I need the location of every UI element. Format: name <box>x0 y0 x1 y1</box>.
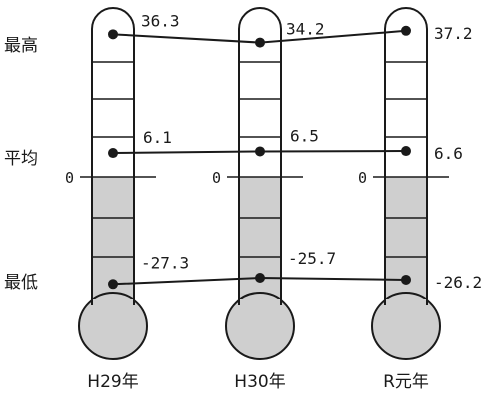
data-point <box>255 146 265 157</box>
tube-fill <box>239 177 281 309</box>
data-label: -25.7 <box>288 249 336 268</box>
data-point <box>401 25 411 36</box>
data-point <box>401 146 411 157</box>
tube-outline <box>238 7 282 305</box>
bulb-neck <box>93 299 133 311</box>
data-label: 37.2 <box>434 24 473 43</box>
row-label-avg: 平均 <box>4 149 38 169</box>
category-label: R元年 <box>383 372 429 392</box>
thermometer-1: 0 <box>65 7 156 360</box>
row-label-max: 最高 <box>4 36 38 56</box>
bulb-neck <box>386 299 426 311</box>
data-point <box>255 37 265 48</box>
category-label: H29年 <box>87 372 138 392</box>
thermometers: 0 0 0 <box>65 7 449 360</box>
tube-outline <box>91 7 135 305</box>
data-label: -27.3 <box>141 253 189 272</box>
zero-label: 0 <box>212 169 221 187</box>
category-labels: H29年 H30年 R元年 <box>87 372 429 392</box>
data-point <box>108 148 118 159</box>
zero-label: 0 <box>358 169 367 187</box>
tube-fill <box>385 177 427 309</box>
thermometer-2: 0 <box>212 7 303 360</box>
data-label: 6.5 <box>290 126 319 145</box>
data-point <box>108 29 118 40</box>
data-label: 36.3 <box>141 11 180 30</box>
tube-outline <box>384 7 428 305</box>
data-point <box>255 273 265 284</box>
bulb-neck <box>240 299 280 311</box>
row-label-min: 最低 <box>4 273 38 293</box>
data-label: 6.6 <box>434 144 463 163</box>
zero-label: 0 <box>65 169 74 187</box>
row-labels: 最高 平均 最低 <box>4 36 38 293</box>
data-point <box>401 274 411 285</box>
data-label: 34.2 <box>286 20 325 39</box>
series-lines <box>108 25 411 290</box>
data-label: 6.1 <box>143 128 172 147</box>
value-labels: 36.3 34.2 37.2 6.1 6.5 6.6 -27.3 -25.7 -26.2 <box>141 11 482 292</box>
thermometer-3: 0 <box>358 7 449 360</box>
data-point <box>108 279 118 290</box>
data-label: -26.2 <box>434 273 482 292</box>
category-label: H30年 <box>234 372 285 392</box>
